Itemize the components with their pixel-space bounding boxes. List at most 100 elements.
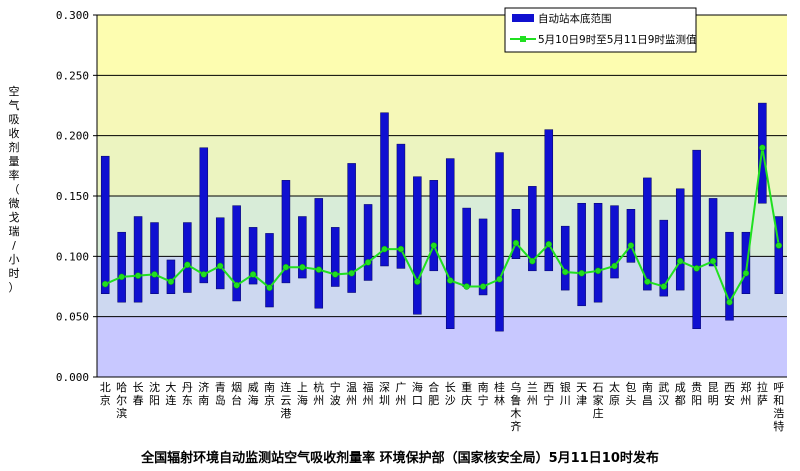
range-bar <box>413 176 422 315</box>
range-bar <box>396 143 406 269</box>
measurement-point <box>775 242 783 249</box>
x-category-label: 西宁 <box>543 381 554 407</box>
measurement-point <box>118 273 125 281</box>
y-axis-ticks: 0.000 0.050 0.100 0.150 0.200 0.250 0.300 <box>56 9 89 384</box>
x-category-label: 郑州 <box>740 380 751 407</box>
x-category-label: 合肥 <box>428 380 439 407</box>
measurement-point <box>184 261 191 269</box>
measurement-point <box>216 262 224 270</box>
x-category-label: 武汉 <box>658 381 669 407</box>
range-bar <box>675 188 685 291</box>
measurement-point <box>315 266 323 273</box>
measurement-point <box>578 269 585 277</box>
range-bar <box>232 205 241 302</box>
measurement-point <box>430 242 438 249</box>
measurement-point <box>381 245 388 253</box>
measurement-point <box>167 278 175 285</box>
measurement-point <box>726 298 733 306</box>
range-bar <box>462 207 471 287</box>
range-bar <box>429 180 439 272</box>
legend-line-label: 5月10日9时至5月11日9时监测值 <box>538 33 697 46</box>
range-bar <box>659 219 669 297</box>
background-band <box>97 75 787 136</box>
range-bar <box>265 233 274 308</box>
y-axis-label-text: 空气吸收剂量率（微戈瑞/小时） <box>9 84 20 294</box>
x-category-label: 桂林 <box>494 380 505 407</box>
range-bar <box>626 209 636 263</box>
range-bar <box>741 231 751 294</box>
measurement-point <box>611 262 618 270</box>
range-bar <box>330 227 340 287</box>
measurement-point <box>529 257 536 265</box>
range-bar <box>495 152 504 332</box>
range-bar <box>166 259 176 294</box>
y-axis-label: 空气吸收剂量率（微戈瑞/小时） <box>9 84 20 294</box>
measurement-point <box>479 283 487 290</box>
y-tick-label: 0.300 <box>56 9 89 22</box>
x-category-label: 哈尔滨 <box>116 381 127 420</box>
range-bar <box>215 217 225 290</box>
x-category-label: 南宁 <box>478 381 489 407</box>
measurement-point <box>266 284 273 291</box>
measurement-point <box>446 277 454 284</box>
x-category-label: 温州 <box>346 381 357 407</box>
x-category-label: 广州 <box>395 381 406 407</box>
x-category-label: 长春 <box>133 381 144 407</box>
x-category-label: 呼和浩特 <box>773 381 784 433</box>
measurement-point <box>594 267 602 275</box>
measurement-point <box>414 278 421 285</box>
measurement-point <box>282 263 290 271</box>
x-category-label: 北京 <box>100 381 111 407</box>
measurement-point <box>151 271 158 278</box>
measurement-point <box>299 263 306 271</box>
measurement-line <box>101 144 783 306</box>
measurement-point <box>134 272 142 279</box>
x-category-label: 杭州 <box>313 380 324 407</box>
background-band <box>97 135 787 196</box>
measurement-point <box>644 278 651 285</box>
measurement-point <box>660 283 668 290</box>
range-bar <box>445 158 455 329</box>
x-category-label: 连云港 <box>280 381 291 420</box>
x-category-label: 南京 <box>264 381 275 407</box>
x-category-label: 宁波 <box>330 380 341 407</box>
y-tick-label: 0.200 <box>56 130 89 143</box>
range-bar <box>133 216 143 303</box>
range-bar <box>643 177 652 291</box>
background-band <box>97 316 787 377</box>
measurement-point <box>200 271 208 278</box>
range-bar <box>248 227 258 285</box>
measurement-point <box>627 242 635 249</box>
measurement-point <box>331 271 339 278</box>
legend: 自动站本底范围 5月10日9时至5月11日9时监测值 <box>504 7 697 53</box>
background-band <box>97 256 787 317</box>
y-tick-label: 0.100 <box>56 250 89 263</box>
range-bar <box>281 180 291 284</box>
measurement-point <box>693 265 700 272</box>
x-category-label: 天津 <box>576 381 587 407</box>
range-bar <box>478 218 488 296</box>
range-bar <box>511 209 521 259</box>
x-category-label: 青岛 <box>215 381 226 407</box>
range-bar <box>708 198 718 267</box>
x-category-label: 烟台 <box>231 380 242 407</box>
y-tick-label: 0.000 <box>56 371 89 384</box>
range-bar <box>150 222 159 294</box>
x-category-label: 威海 <box>248 381 259 407</box>
range-bar <box>725 231 734 321</box>
x-category-label: 昆明 <box>708 381 719 407</box>
measurement-point <box>561 268 569 276</box>
y-tick-label: 0.250 <box>56 69 89 82</box>
y-tick-label: 0.050 <box>56 311 89 324</box>
measurement-point <box>496 276 503 283</box>
measurement-point <box>463 283 470 290</box>
range-bar <box>692 149 701 329</box>
x-category-label: 上海 <box>297 381 308 407</box>
range-bar <box>199 147 209 284</box>
range-bar <box>117 231 126 303</box>
legend-range-label: 自动站本底范围 <box>538 12 612 25</box>
measurement-point <box>249 271 257 278</box>
range-bar <box>577 202 586 307</box>
measurement-point <box>676 257 684 265</box>
measurement-point <box>759 144 766 151</box>
